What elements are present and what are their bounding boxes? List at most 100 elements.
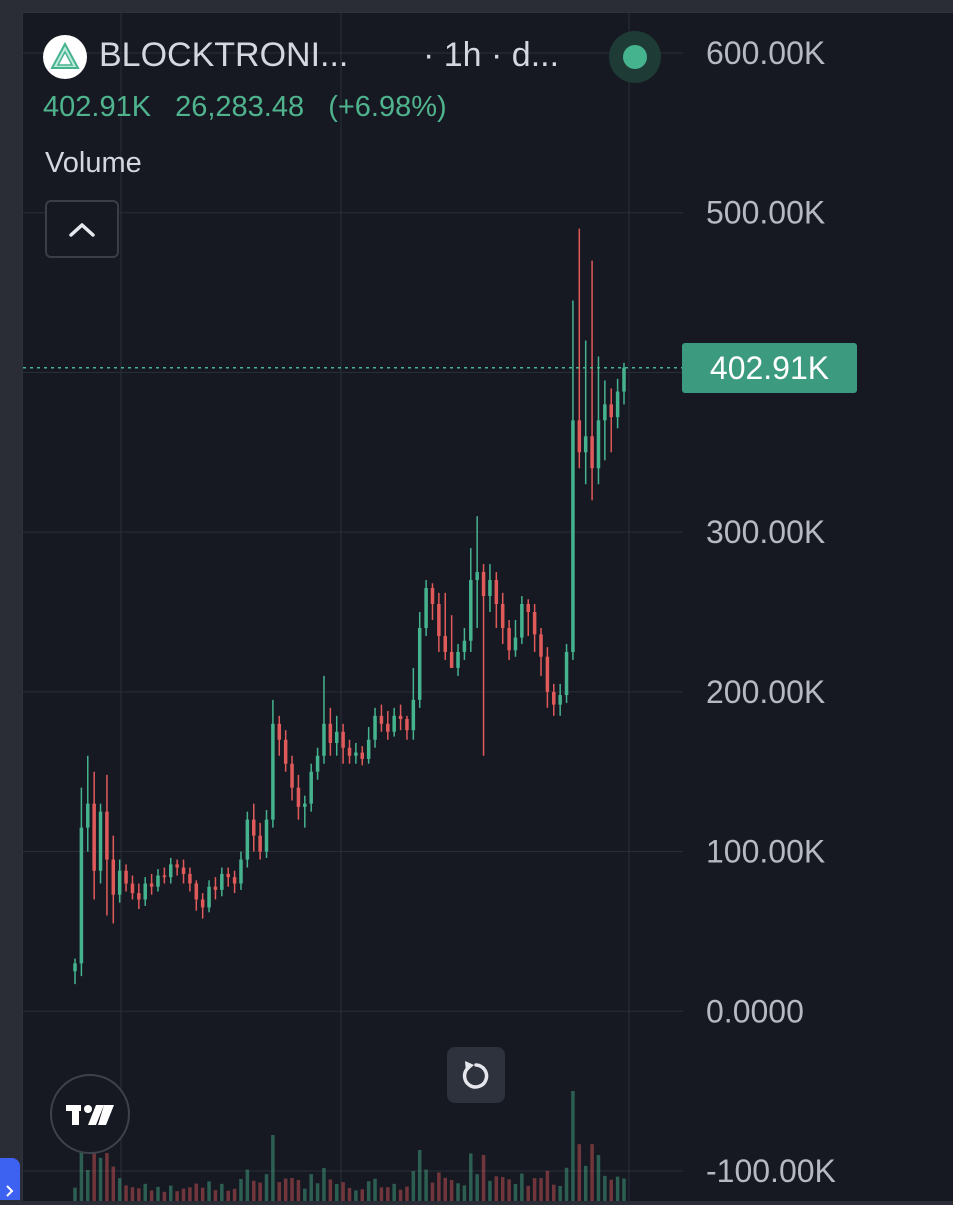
candle-body (475, 572, 479, 581)
volume-bar (226, 1190, 230, 1201)
candle-body (526, 604, 530, 612)
y-tick-label: 100.00K (706, 834, 825, 870)
volume-bar (443, 1177, 448, 1201)
candle-body (226, 873, 230, 878)
candle-body (609, 404, 613, 418)
volume-indicator-label[interactable]: Volume (45, 147, 142, 179)
candle-body (347, 747, 352, 756)
volume-bar (539, 1178, 543, 1201)
candle-body (430, 588, 435, 605)
candle-body (296, 787, 301, 807)
volume-bar (207, 1181, 211, 1201)
candle-body (105, 811, 109, 860)
volume-bar (583, 1165, 588, 1201)
reset-chart-button[interactable] (447, 1047, 505, 1103)
candle-body (239, 859, 243, 884)
chevron-up-icon (69, 223, 95, 237)
volume-bar (220, 1183, 224, 1201)
volume-bar (494, 1176, 499, 1201)
interval-label[interactable]: · 1h · d... (423, 36, 560, 74)
candle-body (290, 763, 294, 788)
volume-bar (245, 1169, 250, 1201)
volume-bar (354, 1190, 358, 1201)
volume-bar (360, 1189, 365, 1201)
candle-body (137, 893, 141, 900)
candle-body (283, 739, 288, 764)
candle-body (169, 864, 173, 878)
reset-icon (462, 1061, 489, 1089)
candle-body (449, 651, 454, 668)
volume-bar (449, 1180, 454, 1201)
volume-bar (149, 1190, 154, 1201)
candle-body (271, 723, 275, 820)
volume-bar (111, 1166, 116, 1201)
volume-bar (200, 1187, 205, 1201)
volume-bar (258, 1182, 262, 1201)
volume-value: 402.91K (43, 91, 152, 123)
triangle-logo-icon (43, 35, 87, 79)
candle-body (469, 580, 473, 641)
volume-bar (552, 1184, 556, 1201)
volume-bar (386, 1187, 390, 1201)
candle-body (615, 391, 620, 418)
candle-body (437, 604, 441, 636)
volume-bar (488, 1180, 492, 1201)
candle-body (124, 870, 128, 884)
collapse-legend-button[interactable] (45, 200, 119, 258)
symbol-name[interactable]: BLOCKTRONI... (99, 36, 349, 74)
volume-bar (590, 1144, 594, 1201)
candle-body (494, 580, 499, 605)
candle-body (309, 771, 313, 804)
candle-body (564, 651, 569, 696)
candle-body (213, 886, 218, 890)
candle-body (545, 656, 550, 692)
market-status-indicator (609, 31, 661, 83)
volume-bar (424, 1169, 428, 1201)
candle-body (558, 695, 562, 705)
volume-bar (264, 1174, 269, 1201)
candle-body (117, 870, 122, 895)
candle-body (532, 612, 537, 635)
volume-bar (417, 1150, 422, 1201)
candle-body (590, 436, 594, 469)
volume-bar (603, 1175, 607, 1201)
candle-body (456, 651, 460, 668)
candle-body (111, 859, 116, 895)
candle-body (411, 699, 416, 731)
volume-bar (162, 1191, 167, 1201)
volume-bar (558, 1186, 562, 1201)
volume-bar (456, 1183, 460, 1201)
volume-bar (373, 1178, 377, 1201)
volume-bar (117, 1178, 122, 1201)
tradingview-logo-icon[interactable] (50, 1074, 130, 1154)
change-value: (+6.98%) (328, 91, 447, 123)
volume-bar (507, 1179, 511, 1201)
last-price-badge: 402.91K (682, 342, 857, 393)
volume-bar (609, 1179, 613, 1201)
candle-body (200, 899, 205, 908)
volume-bar (309, 1174, 313, 1201)
candle-body (79, 827, 84, 964)
volume-bar (105, 1153, 109, 1201)
candle-body (264, 819, 269, 852)
volume-bar (615, 1176, 620, 1201)
volume-bar (379, 1187, 384, 1201)
side-panel-toggle[interactable] (0, 1158, 20, 1200)
volume-bar (315, 1183, 320, 1201)
candle-body (507, 627, 511, 651)
volume-bar (175, 1191, 179, 1201)
candle-body (405, 719, 409, 731)
volume-bar (334, 1184, 339, 1201)
y-tick-label: -100.00K (706, 1153, 836, 1189)
volume-bar (283, 1178, 288, 1201)
candle-body (603, 404, 607, 421)
candle-body (207, 886, 211, 908)
candle-body (354, 752, 358, 756)
candle-body (513, 637, 518, 651)
candle-body (245, 819, 250, 860)
candle-body (73, 963, 77, 972)
volume-bar (462, 1185, 467, 1201)
volume-bar (296, 1180, 301, 1201)
price-chart[interactable]: 600.00K500.00K400.00K300.00K200.00K100.0… (23, 13, 953, 1201)
volume-bar (347, 1187, 352, 1201)
